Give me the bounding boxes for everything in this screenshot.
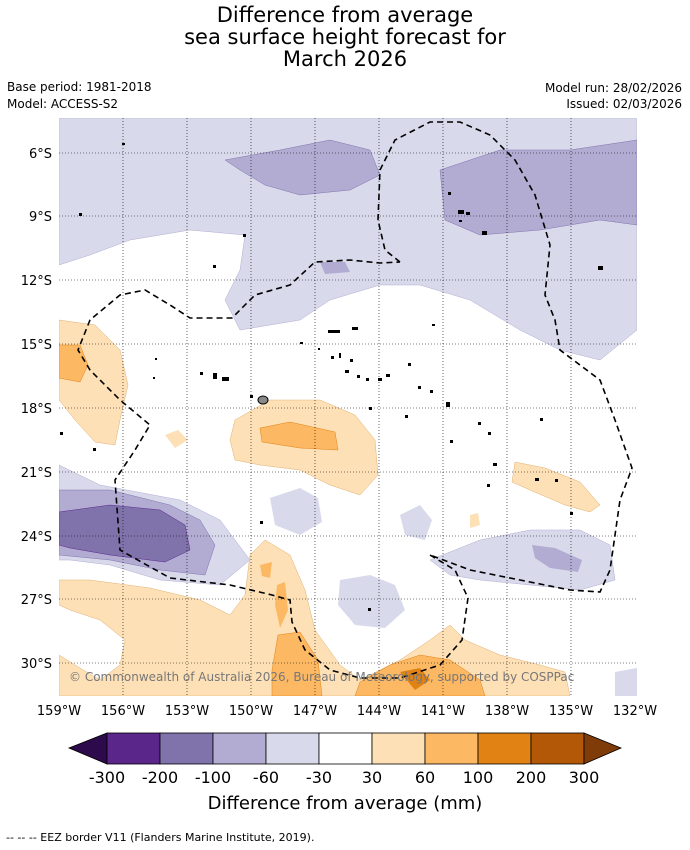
colorbar-lt-m300 [67,732,108,765]
lon-label-159w: 159°W [37,704,81,719]
colorbar-200-300 [530,732,585,765]
title-line-2: sea surface height forecast for [184,25,506,49]
graticule [59,118,637,696]
colorbar-m200-m100 [159,732,214,765]
lon-label-138w: 138°W [485,704,529,719]
colorbar-tick-m60: -60 [253,768,279,787]
colorbar-tick-100: 100 [463,768,494,787]
lon-label-153w: 153°W [165,704,209,719]
colorbar [67,732,623,765]
colorbar-tick-300: 300 [569,768,600,787]
lat-label-15s: 15°S [21,338,52,353]
lat-label-24s: 24°S [21,530,52,545]
colorbar-tick-m200: -200 [142,768,178,787]
anomaly-field [59,118,637,696]
colorbar-60-100 [424,732,479,765]
colorbar-100-200 [477,732,532,765]
colorbar-m30-30 [318,732,373,765]
map-title: Difference from average sea surface heig… [0,4,690,70]
island-marker-large [257,395,269,405]
model-name-text: Model: ACCESS-S2 [7,97,119,111]
colorbar-label: Difference from average (mm) [208,793,483,814]
lat-label-18s: 18°S [21,402,52,417]
base-period-text: Base period: 1981-2018 [7,80,152,94]
colorbar-tick-30: 30 [362,768,382,787]
colorbar-tick-m100: -100 [195,768,231,787]
colorbar-m100-m60 [212,732,267,765]
lon-label-150w: 150°W [229,704,273,719]
model-run-text: Model run: 28/02/2026 [544,81,682,95]
lat-label-21s: 21°S [21,466,52,481]
copyright-text: © Commonwealth of Australia 2026, Bureau… [69,670,574,684]
lon-label-132w: 132°W [613,704,657,719]
colorbar-m60-m30 [265,732,320,765]
lat-label-9s: 9°S [29,210,52,225]
lat-label-6s: 6°S [29,147,52,162]
title-line-3: March 2026 [282,47,408,71]
colorbar-tick-m30: -30 [306,768,332,787]
lon-label-147w: 147°W [293,704,337,719]
colorbar-tick-m300: -300 [89,768,125,787]
lon-label-141w: 141°W [421,704,465,719]
colorbar-gt-300 [583,732,623,765]
colorbar-tick-60: 60 [415,768,435,787]
lon-label-144w: 144°W [357,704,401,719]
lat-label-12s: 12°S [21,274,52,289]
lat-label-30s: 30°S [21,657,52,672]
colorbar-tick-200: 200 [516,768,547,787]
lon-label-135w: 135°W [549,704,593,719]
colorbar-m300-m200 [106,732,161,765]
lon-label-156w: 156°W [101,704,145,719]
colorbar-30-60 [371,732,426,765]
issued-text: Issued: 02/03/2026 [566,97,682,111]
lat-label-27s: 27°S [21,593,52,608]
title-line-1: Difference from average [216,3,474,27]
island-markers [60,143,603,611]
eez-border-lines [77,121,633,679]
eez-footnote: -- -- -- EEZ border V11 (Flanders Marine… [6,831,315,844]
